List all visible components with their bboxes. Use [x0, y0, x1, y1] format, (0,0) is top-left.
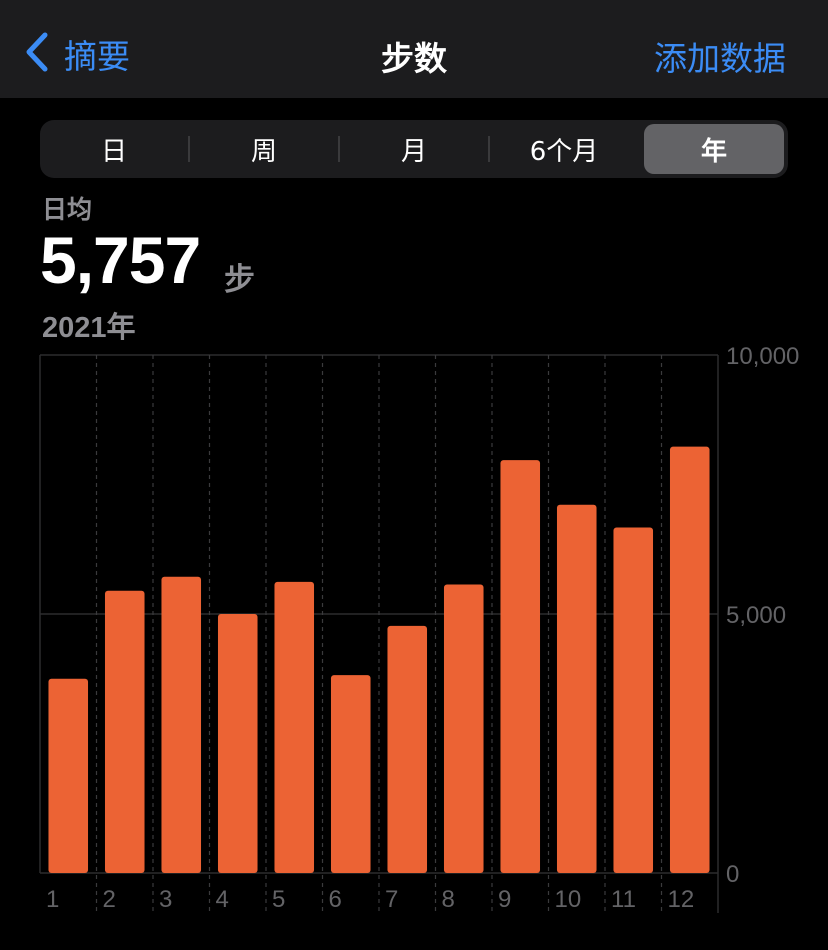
- period-label: 2021年: [42, 312, 136, 344]
- average-label: 日均: [42, 195, 93, 224]
- x-tick-label: 3: [159, 886, 172, 913]
- x-tick-label: 8: [442, 886, 455, 913]
- chevron-left-icon: [24, 32, 50, 76]
- segment-six-months[interactable]: 6个月: [529, 136, 599, 167]
- x-tick-label: 5: [272, 886, 285, 913]
- bar-month-6: [330, 675, 371, 873]
- back-button[interactable]: 摘要: [24, 30, 130, 78]
- x-tick-label: 1: [46, 886, 59, 913]
- x-tick-label: 6: [329, 886, 342, 913]
- bar-month-11: [613, 527, 654, 873]
- back-button-label: 摘要: [64, 37, 130, 76]
- bar-month-8: [443, 584, 484, 873]
- x-tick-label: 10: [555, 886, 582, 913]
- bar-month-2: [104, 590, 145, 873]
- segment-divider: [488, 136, 490, 162]
- average-unit: 步: [224, 262, 255, 298]
- page-title: 步数: [381, 39, 447, 78]
- bar-month-7: [387, 625, 428, 873]
- period-segmented-control: 日 周 月 6个月 年: [40, 120, 788, 178]
- segment-divider: [338, 136, 340, 162]
- segment-day[interactable]: 日: [100, 136, 127, 167]
- bar-month-12: [669, 446, 710, 873]
- segment-divider: [188, 136, 190, 162]
- x-tick-label: 4: [216, 886, 229, 913]
- add-data-button[interactable]: 添加数据: [654, 39, 786, 78]
- x-tick-label: 11: [611, 886, 636, 913]
- bar-month-4: [217, 614, 258, 873]
- segment-month[interactable]: 月: [400, 136, 427, 167]
- x-tick-label: 7: [385, 886, 398, 913]
- segment-year[interactable]: 年: [644, 124, 784, 174]
- average-value: 5,757: [40, 223, 201, 297]
- segment-week[interactable]: 周: [250, 136, 277, 167]
- navigation-bar: 摘要 步数 添加数据: [0, 0, 828, 98]
- y-tick-label: 5,000: [726, 602, 786, 629]
- y-tick-label: 10,000: [726, 343, 799, 370]
- bar-month-10: [556, 504, 597, 873]
- x-tick-label: 12: [668, 886, 695, 913]
- bar-month-9: [500, 460, 541, 873]
- bar-month-1: [48, 678, 89, 873]
- bar-month-5: [274, 581, 315, 873]
- x-tick-label: 9: [498, 886, 511, 913]
- y-tick-label: 0: [726, 861, 739, 888]
- bar-month-3: [161, 576, 202, 873]
- x-tick-label: 2: [103, 886, 116, 913]
